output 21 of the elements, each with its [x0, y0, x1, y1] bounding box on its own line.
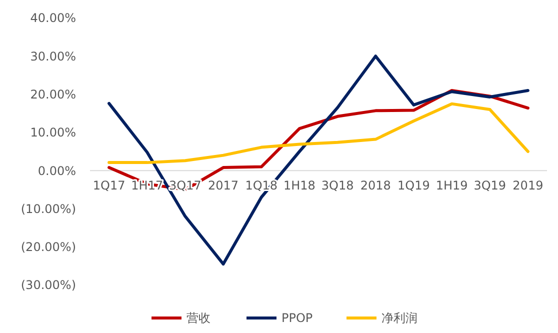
x-tick-label: 1H18	[283, 178, 316, 193]
legend-label: 营收	[186, 311, 210, 326]
x-tick-label: 1H19	[436, 178, 468, 193]
y-tick-label: (30.00%)	[20, 278, 76, 292]
x-tick-label: 2019	[512, 178, 544, 193]
y-tick-label: 10.00%	[30, 126, 76, 140]
y-tick-label: 30.00%	[30, 49, 76, 64]
y-tick-label: 40.00%	[30, 11, 76, 26]
y-tick-label: (10.00%)	[20, 202, 76, 216]
legend-label: PPOP	[282, 311, 313, 326]
line-series	[108, 102, 530, 164]
y-tick-label: 0.00%	[38, 164, 76, 178]
x-tick-label: 3Q19	[474, 178, 506, 193]
x-tick-label: 2018	[360, 178, 391, 193]
legend-label: 净利润	[382, 311, 418, 326]
x-tick-label: 2017	[208, 178, 239, 193]
y-tick-label: (20.00%)	[20, 240, 76, 254]
x-tick-label: 1Q17	[92, 178, 126, 193]
x-tick-label: 3Q18	[321, 178, 354, 193]
x-tick-label: 1Q19	[398, 178, 430, 193]
y-tick-label: 20.00%	[30, 87, 76, 102]
